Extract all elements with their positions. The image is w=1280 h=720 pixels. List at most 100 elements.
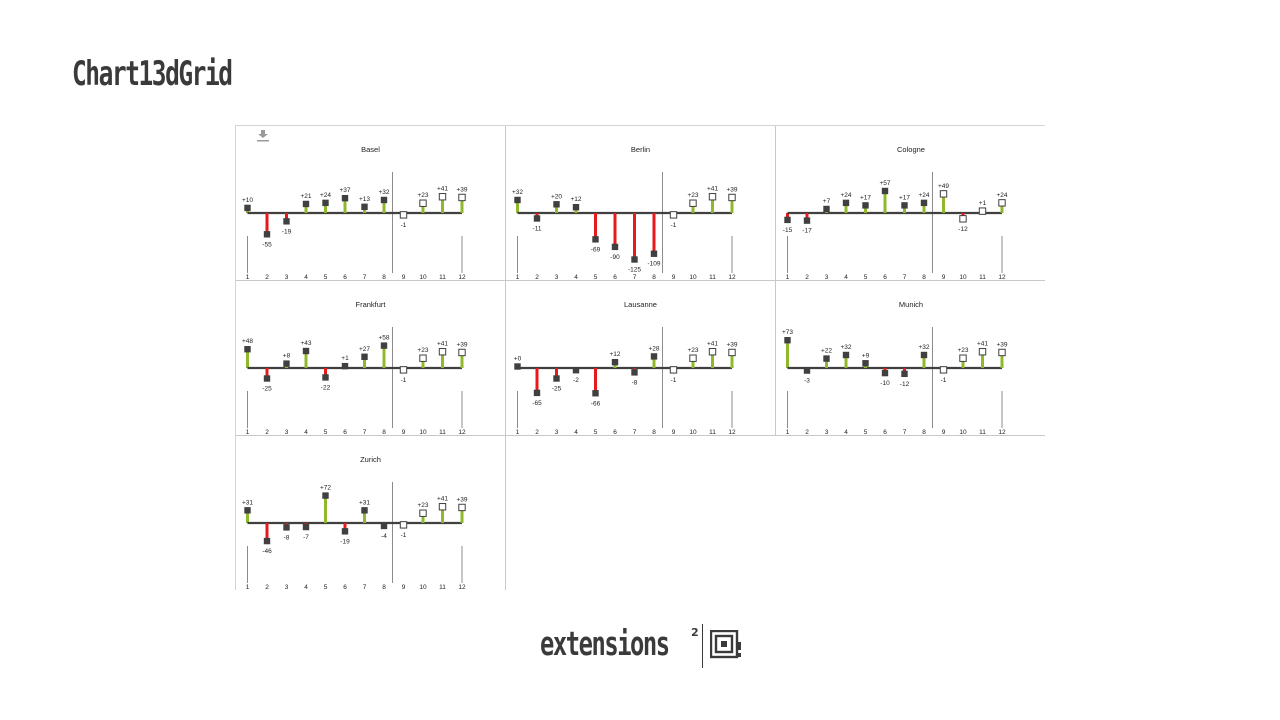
data-label: +23 — [957, 347, 968, 354]
data-label: +28 — [648, 345, 659, 352]
x-tick-label: 7 — [363, 429, 367, 436]
data-label: +17 — [860, 194, 871, 201]
x-tick-label: 5 — [324, 274, 328, 281]
data-label: +72 — [320, 485, 331, 492]
data-label: -66 — [591, 400, 601, 407]
x-tick-label: 6 — [343, 429, 347, 436]
x-tick-label: 2 — [265, 429, 269, 436]
data-label: +43 — [300, 340, 311, 347]
x-tick-label: 2 — [265, 274, 269, 281]
data-label: +41 — [707, 341, 718, 348]
data-label: +32 — [840, 344, 851, 351]
download-icon[interactable] — [256, 127, 270, 146]
chart-title: Cologne — [897, 145, 925, 154]
data-label: +23 — [687, 192, 698, 199]
x-tick-label: 9 — [942, 429, 946, 436]
data-label: +49 — [938, 183, 949, 190]
x-tick-label: 7 — [363, 584, 367, 590]
data-label: -1 — [401, 222, 407, 229]
x-tick-label: 2 — [535, 429, 539, 436]
data-label: +1 — [979, 200, 987, 207]
data-label: -12 — [958, 226, 968, 233]
data-point-marker — [920, 199, 928, 207]
data-label: -55 — [262, 241, 272, 248]
data-point-marker — [998, 348, 1006, 357]
data-label: +23 — [417, 192, 428, 199]
data-label: +31 — [242, 499, 253, 506]
data-point-marker — [283, 524, 290, 531]
x-tick-label: 3 — [285, 429, 289, 436]
chart-panel-lausanne: Lausanne +0 1 -65 2 -25 3 -2 4 -66 5 +12 6 -8 7 +28 8 -1 9… — [506, 281, 776, 436]
data-point-marker — [842, 199, 850, 207]
data-label: +22 — [821, 348, 832, 355]
data-point-marker — [438, 503, 447, 511]
chart-title: Lausanne — [624, 300, 657, 309]
x-tick-label: 4 — [304, 429, 308, 436]
data-label: -8 — [632, 379, 638, 386]
data-point-marker — [341, 194, 349, 202]
x-tick-label: 5 — [594, 274, 598, 281]
chart-grid: Basel +10 1 -55 2 -19 3 +21 4 +24 5 +37 6 +13 7 +32 8 -1 9… — [235, 125, 1045, 590]
data-point-marker — [244, 346, 251, 353]
chart-plot: -15 1 -17 2 +7 3 +24 4 +17 5 +57 6 +17 7 +24 8 +49 9 -12 10… — [783, 172, 1008, 281]
data-point-marker — [283, 360, 290, 367]
data-point-marker — [669, 366, 678, 374]
data-point-marker — [920, 351, 928, 359]
data-label: -17 — [802, 228, 812, 235]
data-point-marker — [803, 367, 811, 374]
data-label: +31 — [359, 499, 370, 506]
data-label: -90 — [610, 254, 620, 261]
x-tick-label: 1 — [246, 429, 250, 436]
data-label: -1 — [401, 532, 407, 539]
data-point-marker — [438, 348, 447, 356]
x-tick-label: 9 — [402, 584, 406, 590]
x-tick-label: 1 — [516, 429, 520, 436]
data-label: +39 — [456, 186, 467, 193]
data-label: +0 — [514, 356, 522, 363]
data-point-marker — [939, 190, 948, 198]
x-tick-label: 7 — [903, 429, 907, 436]
chart-title: Zurich — [360, 455, 381, 464]
x-tick-label: 11 — [439, 429, 446, 436]
x-tick-label: 3 — [555, 429, 559, 436]
data-point-marker — [399, 521, 408, 529]
data-label: +24 — [996, 192, 1007, 199]
data-point-marker — [419, 199, 427, 207]
data-point-marker — [669, 211, 678, 219]
data-label: +20 — [551, 193, 562, 200]
chart-plot: +101-552-193+214+245+376+137+328-19+2310… — [242, 172, 468, 281]
x-tick-label: 8 — [382, 584, 386, 590]
x-tick-label: 4 — [844, 429, 848, 436]
data-label: -46 — [262, 548, 272, 555]
data-point-marker — [901, 202, 908, 209]
data-label: +41 — [977, 341, 988, 348]
x-tick-label: 10 — [689, 429, 697, 436]
x-tick-label: 8 — [922, 274, 926, 281]
x-tick-label: 12 — [728, 274, 736, 281]
x-tick-label: 8 — [382, 274, 386, 281]
data-label: +23 — [417, 347, 428, 354]
data-point-marker — [380, 522, 388, 530]
data-point-marker — [322, 374, 329, 381]
x-tick-label: 1 — [786, 274, 790, 281]
data-point-marker — [302, 347, 310, 355]
x-tick-label: 1 — [246, 584, 250, 590]
data-label: -8 — [284, 534, 290, 541]
data-label: -12 — [900, 381, 910, 388]
data-point-marker — [784, 216, 791, 224]
data-point-marker — [458, 193, 466, 202]
x-tick-label: 5 — [324, 429, 328, 436]
data-point-marker — [380, 196, 388, 204]
data-point-marker — [438, 193, 447, 201]
data-point-marker — [283, 218, 290, 225]
x-tick-label: 12 — [458, 429, 466, 436]
data-point-marker — [302, 523, 310, 531]
data-point-marker — [361, 353, 368, 360]
data-label: +39 — [456, 496, 467, 503]
data-point-marker — [689, 199, 697, 207]
x-tick-label: 12 — [998, 429, 1006, 436]
data-label: +10 — [242, 197, 253, 204]
x-tick-label: 2 — [265, 584, 269, 590]
x-tick-label: 6 — [883, 274, 887, 281]
data-point-marker — [572, 367, 580, 374]
